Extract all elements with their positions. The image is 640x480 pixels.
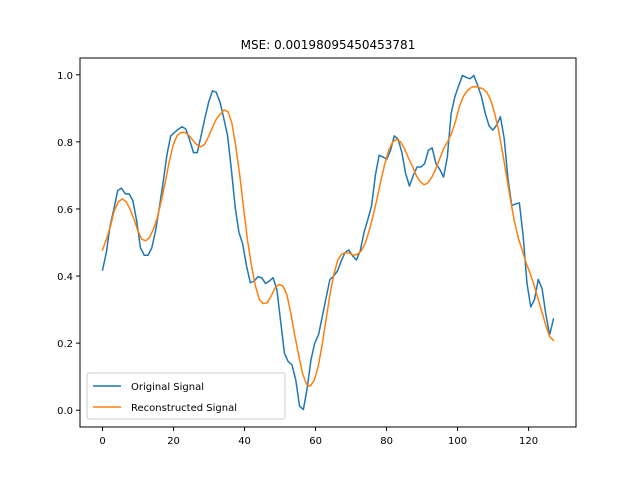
legend-label-reconstructed: Reconstructed Signal	[131, 403, 237, 414]
x-tick-label: 60	[309, 436, 322, 447]
y-tick-label: 0.2	[57, 339, 73, 350]
x-tick-label: 20	[167, 436, 180, 447]
plot-area	[79, 57, 577, 428]
axes-frame	[79, 57, 577, 428]
x-tick-label: 80	[380, 436, 393, 447]
series-reconstructed-line	[101, 85, 555, 387]
y-tick-label: 0.0	[57, 406, 73, 417]
y-tick-label: 0.6	[57, 205, 73, 216]
y-axis: 0.0 0.2 0.4 0.6 0.8 1.0	[57, 71, 80, 417]
x-tick-label: 0	[99, 436, 105, 447]
y-tick-label: 0.4	[57, 272, 73, 283]
x-tick-label: 100	[448, 436, 467, 447]
y-tick-label: 0.8	[57, 138, 73, 149]
x-axis: 0 20 40 60 80 100 120	[99, 427, 538, 447]
x-tick-label: 40	[238, 436, 251, 447]
chart-title: MSE: 0.00198095450453781	[241, 38, 416, 52]
legend-box	[86, 372, 286, 420]
legend: Original Signal Reconstructed Signal	[86, 372, 286, 420]
y-tick-label: 1.0	[57, 71, 73, 82]
legend-label-original: Original Signal	[131, 382, 204, 393]
series-lines	[101, 74, 555, 411]
x-tick-label: 120	[519, 436, 538, 447]
